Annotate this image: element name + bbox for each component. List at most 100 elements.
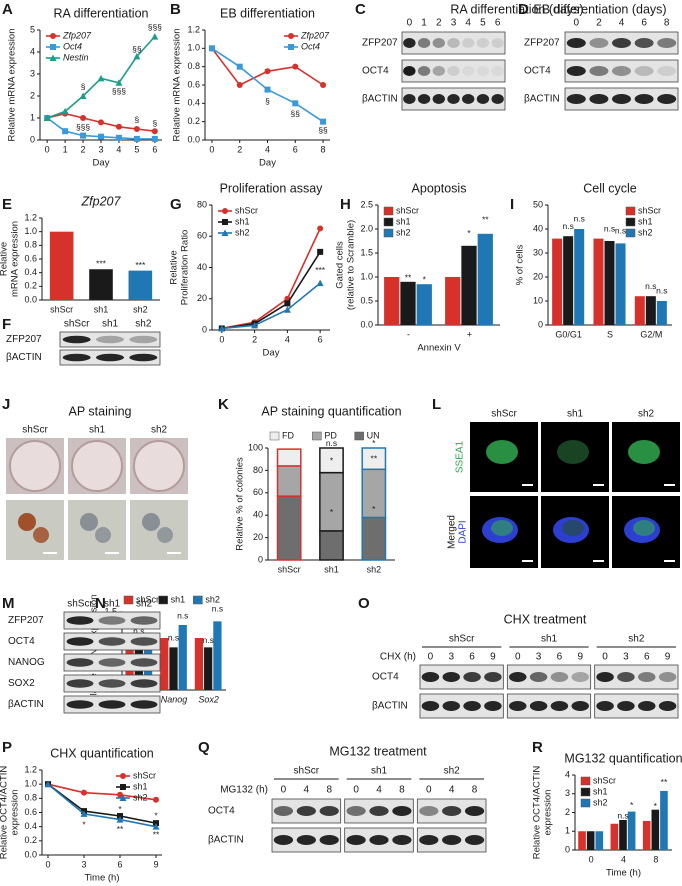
point	[208, 45, 215, 52]
x-tick-label: shScr	[278, 564, 301, 574]
x-tick-label: 6	[318, 334, 323, 344]
row-label: βACTIN	[362, 94, 398, 105]
lane-label: shScr	[64, 319, 90, 330]
y-tick-label: 1.0	[24, 226, 37, 236]
panel-label: B	[170, 1, 181, 18]
lane-label: 3	[448, 652, 454, 663]
y-tick-label: 2	[565, 807, 570, 817]
row-label: SOX2	[8, 678, 35, 689]
band	[571, 701, 589, 711]
series-line	[211, 47, 324, 87]
annotation: §§§	[148, 22, 162, 32]
row-label: Merged	[447, 515, 458, 549]
bar-segment	[276, 495, 302, 561]
group-label: sh2	[628, 634, 645, 645]
column-label: sh1	[89, 425, 106, 436]
legend-label: shScr	[638, 205, 661, 215]
annotation: §§	[132, 44, 142, 54]
blot-title: MG132 treatment	[329, 744, 427, 758]
legend-label: shScr	[235, 205, 258, 215]
annotation: n.s	[615, 226, 626, 236]
band	[491, 38, 504, 48]
legend-swatch	[312, 431, 322, 441]
annotation: *	[330, 456, 334, 466]
lane-label: 4	[449, 785, 455, 796]
x-tick-label: sh2	[133, 304, 148, 314]
band	[463, 701, 481, 711]
row-label: βACTIN	[208, 835, 244, 846]
bar	[642, 820, 651, 850]
point	[218, 324, 226, 332]
band	[369, 806, 389, 816]
lane-label: 6	[557, 652, 563, 663]
band	[589, 94, 609, 104]
x-tick-label: Sox2	[198, 694, 219, 704]
band	[529, 672, 548, 682]
lane-label: 3	[536, 652, 542, 663]
y-tick-label: 3	[30, 68, 35, 78]
band	[66, 616, 94, 625]
point	[116, 816, 124, 823]
row-label: OCT4	[8, 636, 35, 647]
bar	[660, 790, 668, 850]
x-tick-label: 4	[285, 334, 290, 344]
cell-cluster	[562, 520, 584, 536]
panel-label: H	[340, 196, 351, 213]
legend-label: UN	[367, 430, 380, 440]
x-tick-label: G0/G1	[555, 329, 582, 339]
point	[49, 54, 57, 61]
cell-cluster	[486, 440, 518, 464]
point	[153, 796, 159, 803]
x-tick-label: 6	[117, 859, 122, 869]
legend-label: sh1	[638, 216, 653, 226]
x-tick-label: 8	[321, 144, 326, 154]
legend-label: sh2	[205, 594, 220, 604]
lane-label: 9	[577, 652, 583, 663]
band	[417, 94, 431, 104]
band	[273, 806, 294, 816]
lane-label: 0	[407, 18, 413, 29]
band	[66, 637, 94, 646]
band	[447, 94, 460, 104]
annotation: *	[423, 275, 427, 285]
point	[288, 33, 294, 39]
row-label: SSEA1	[455, 440, 466, 473]
band	[447, 38, 460, 48]
point	[115, 79, 123, 86]
panel-label: J	[2, 396, 10, 413]
band	[130, 700, 158, 709]
x-tick-label: 2	[81, 144, 86, 154]
band	[346, 806, 366, 816]
lane-label: 4	[376, 785, 382, 796]
chart-title: AP staining quantification	[261, 404, 401, 418]
lane-title: CHX (h)	[380, 652, 416, 663]
lane-label: 0	[428, 652, 434, 663]
point	[264, 86, 271, 93]
y-tick-label: 4	[30, 46, 35, 56]
bar	[204, 647, 213, 690]
band	[319, 806, 339, 816]
x-axis-label: Annexin V	[417, 343, 461, 354]
y-tick-label: 10	[533, 295, 543, 305]
point	[292, 63, 299, 70]
band	[491, 94, 504, 104]
legend-swatch	[383, 206, 394, 216]
bar-segment	[276, 465, 302, 497]
legend-label: FD	[282, 430, 294, 440]
x-tick-label: shScr	[50, 304, 73, 314]
y-tick-label: 20	[253, 532, 263, 542]
band	[421, 701, 440, 711]
bar	[595, 831, 604, 850]
band	[66, 700, 94, 709]
x-tick-label: S	[607, 329, 613, 339]
band	[529, 701, 548, 711]
panel-label: M	[2, 595, 15, 612]
legend-swatch	[354, 431, 364, 441]
point	[97, 74, 105, 82]
x-tick-label: 0	[589, 854, 594, 864]
band	[130, 658, 158, 667]
legend-label: shScr	[593, 775, 616, 785]
panel-label: D	[518, 1, 529, 18]
band	[596, 701, 614, 711]
